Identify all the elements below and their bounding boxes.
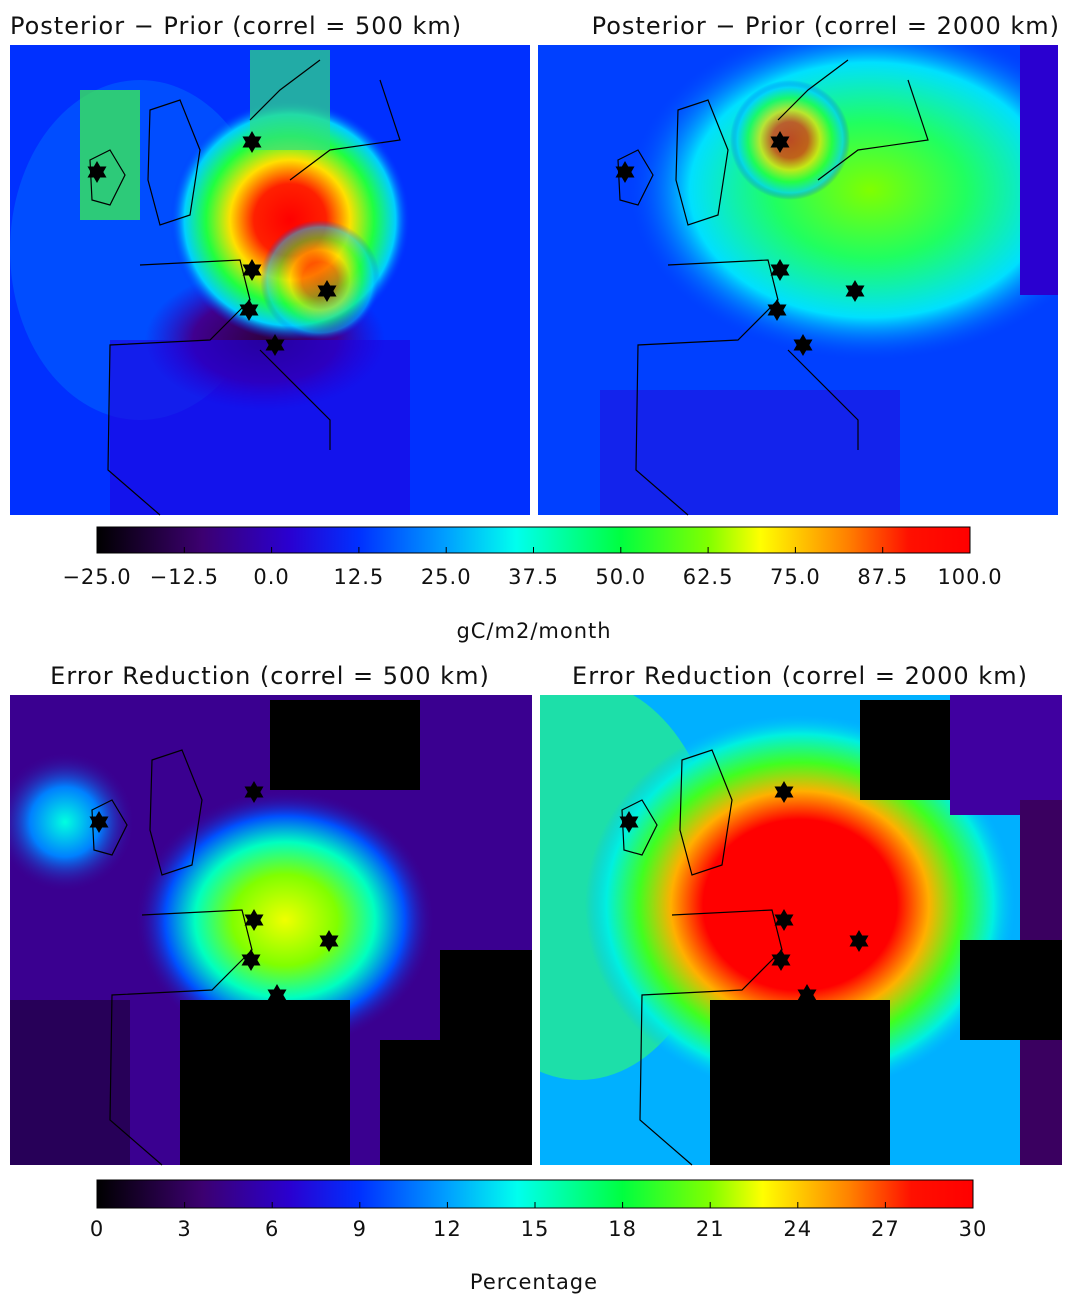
- station-marker: [317, 285, 337, 302]
- panel-title: Posterior − Prior (correl = 500 km): [10, 12, 462, 40]
- station-marker: [767, 304, 787, 321]
- station-marker: [265, 339, 285, 356]
- tick-label: 25.0: [421, 565, 472, 589]
- tick-label: 15: [521, 1217, 550, 1241]
- panel-title: Error Reduction (correl = 500 km): [50, 662, 490, 690]
- tick-label: 87.5: [857, 565, 908, 589]
- station-marker: [241, 954, 261, 971]
- tick-label: 21: [696, 1217, 725, 1241]
- station-marker: [771, 954, 791, 971]
- tick-label: 100.0: [937, 565, 1002, 589]
- map-panel: [10, 45, 530, 515]
- tick-label: 12.5: [334, 565, 385, 589]
- colorbar-label: Percentage: [470, 1270, 598, 1294]
- tick-label: 0.0: [253, 565, 289, 589]
- station-marker: [87, 166, 107, 183]
- tick-label: 24: [783, 1217, 812, 1241]
- tick-label: 3: [177, 1217, 191, 1241]
- map-panel: [540, 695, 1062, 1165]
- tick-label: 37.5: [508, 565, 559, 589]
- map-panel: [538, 45, 1058, 515]
- station-marker: [244, 914, 264, 931]
- station-marker: [849, 935, 869, 952]
- tick-label: 6: [265, 1217, 279, 1241]
- tick-label: −12.5: [150, 565, 219, 589]
- tick-label: 30: [959, 1217, 988, 1241]
- colorbar-ticks: 0 3 6 9 12 15 18 21 24 27 30: [90, 1202, 988, 1241]
- tick-label: 62.5: [683, 565, 734, 589]
- station-marker: [774, 914, 794, 931]
- colorbar-ticks: −25.0 −12.5 0.0 12.5 25.0 37.5 50.0 62.5 75.0 87.…: [62, 547, 1002, 589]
- tick-label: 0: [90, 1217, 104, 1241]
- station-marker: [242, 136, 262, 153]
- tick-label: 75.0: [770, 565, 821, 589]
- station-marker: [89, 816, 109, 833]
- station-marker: [244, 786, 264, 803]
- tick-label: 9: [353, 1217, 367, 1241]
- map-panel: [10, 695, 532, 1165]
- coastlines: [89, 59, 929, 1166]
- station-marker: [619, 816, 639, 833]
- station-marker: [615, 166, 635, 183]
- tick-label: 27: [871, 1217, 900, 1241]
- tick-label: −25.0: [62, 565, 131, 589]
- tick-label: 50.0: [595, 565, 646, 589]
- tick-label: 18: [608, 1217, 637, 1241]
- station-marker: [239, 304, 259, 321]
- colorbar-label: gC/m2/month: [456, 619, 611, 643]
- station-marker: [319, 935, 339, 952]
- station-marker: [793, 339, 813, 356]
- station-marker: [242, 264, 262, 281]
- panel-title: Posterior − Prior (correl = 2000 km): [592, 12, 1060, 40]
- station-marker: [770, 136, 790, 153]
- station-marker: [770, 264, 790, 281]
- station-marker: [267, 989, 287, 1006]
- station-marker: [845, 285, 865, 302]
- station-marker: [774, 786, 794, 803]
- station-markers: [87, 131, 869, 1006]
- station-marker: [797, 989, 817, 1006]
- tick-label: 12: [433, 1217, 462, 1241]
- panel-title: Error Reduction (correl = 2000 km): [572, 662, 1028, 690]
